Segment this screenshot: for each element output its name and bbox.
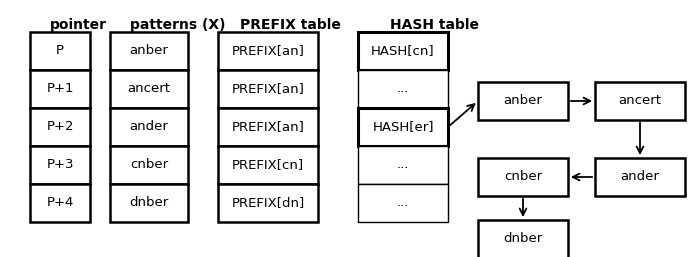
Bar [30,108,90,146]
Bar [218,108,318,146]
Text: cnber: cnber [504,170,542,183]
Bar [110,108,188,146]
Bar [218,146,318,184]
Bar [478,220,568,257]
Bar [595,158,685,196]
Bar [358,108,448,146]
Text: anber: anber [504,95,543,107]
Text: ancert: ancert [128,82,170,96]
Text: PREFIX table: PREFIX table [240,18,341,32]
Text: ...: ... [397,159,409,171]
Text: cnber: cnber [130,159,168,171]
Bar [30,70,90,108]
Text: patterns (X): patterns (X) [130,18,225,32]
Text: PREFIX[cn]: PREFIX[cn] [232,159,304,171]
Text: PREFIX[an]: PREFIX[an] [231,82,304,96]
Text: HASH table: HASH table [390,18,479,32]
Bar [358,146,448,184]
Bar [218,32,318,70]
Text: P+1: P+1 [46,82,73,96]
Bar [595,82,685,120]
Text: PREFIX[an]: PREFIX[an] [231,44,304,58]
Text: P+4: P+4 [46,197,73,209]
Text: HASH[er]: HASH[er] [372,121,434,133]
Bar [218,184,318,222]
Text: PREFIX[an]: PREFIX[an] [231,121,304,133]
Bar [110,184,188,222]
Text: dnber: dnber [503,233,543,245]
Text: P+3: P+3 [46,159,73,171]
Text: P: P [56,44,64,58]
Text: ...: ... [397,197,409,209]
Bar [30,146,90,184]
Bar [358,70,448,108]
Bar [110,32,188,70]
Bar [478,82,568,120]
Text: pointer: pointer [50,18,107,32]
Text: ander: ander [130,121,168,133]
Text: dnber: dnber [130,197,168,209]
Bar [218,70,318,108]
Bar [110,146,188,184]
Bar [30,32,90,70]
Bar [358,32,448,70]
Text: ancert: ancert [618,95,662,107]
Text: HASH[cn]: HASH[cn] [371,44,435,58]
Bar [358,184,448,222]
Text: anber: anber [130,44,168,58]
Bar [110,70,188,108]
Bar [478,158,568,196]
Text: ander: ander [620,170,660,183]
Text: P+2: P+2 [46,121,73,133]
Text: PREFIX[dn]: PREFIX[dn] [231,197,305,209]
Bar [30,184,90,222]
Text: ...: ... [397,82,409,96]
